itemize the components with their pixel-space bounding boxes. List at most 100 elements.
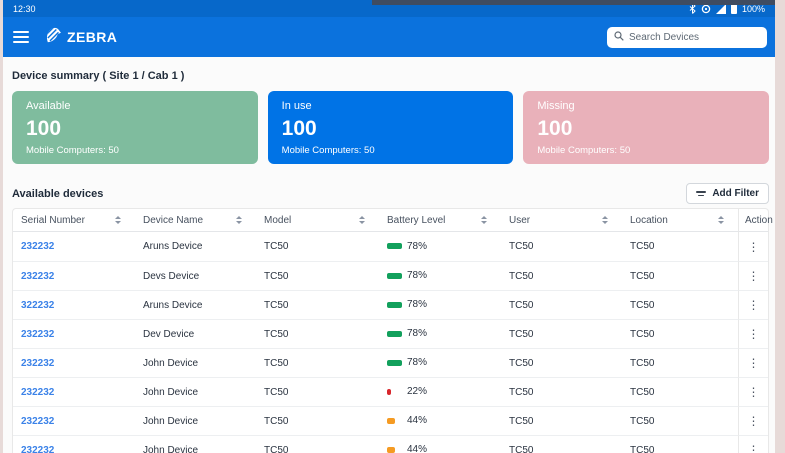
- model-cell: TC50: [256, 290, 379, 319]
- device-name-cell: Aruns Device: [135, 290, 256, 319]
- row-actions-kebab-icon[interactable]: ⋮: [742, 413, 766, 429]
- search-input[interactable]: [629, 31, 761, 43]
- location-cell: TC50: [622, 261, 738, 290]
- serial-number-link[interactable]: 322232: [21, 299, 55, 311]
- table-row: 232232 Devs Device TC50 78% TC50 TC50: [13, 261, 768, 290]
- column-header-device-name[interactable]: Device Name: [135, 209, 256, 232]
- user-cell: TC50: [501, 290, 622, 319]
- serial-number-link[interactable]: 232232: [21, 415, 55, 427]
- user-cell: TC50: [501, 319, 622, 348]
- table-row: 232232 John Device TC50 78% TC50 TC50: [13, 348, 768, 377]
- location-cell: TC50: [622, 435, 738, 453]
- zebra-logo: ZEBRA: [45, 26, 117, 48]
- sort-icon: [481, 216, 487, 224]
- add-filter-button[interactable]: Add Filter: [686, 183, 769, 204]
- serial-number-link[interactable]: 232232: [21, 357, 55, 369]
- location-cell: TC50: [622, 319, 738, 348]
- user-cell: TC50: [501, 261, 622, 290]
- serial-cell: 232232: [13, 348, 135, 377]
- table-row: 322232 Aruns Device TC50 78% TC50 TC50: [13, 290, 768, 319]
- available-card[interactable]: Available 100 Mobile Computers: 50: [12, 91, 258, 164]
- battery-percent: 78%: [407, 328, 428, 340]
- menu-button[interactable]: [13, 26, 35, 48]
- device-summary-title: Device summary ( Site 1 / Cab 1 ): [12, 70, 185, 82]
- battery-cell: 44%: [379, 406, 501, 435]
- sort-icon: [359, 216, 365, 224]
- user-cell: TC50: [509, 241, 534, 252]
- signal-icon: [715, 3, 726, 14]
- row-actions-kebab-icon[interactable]: ⋮: [742, 355, 766, 371]
- zebra-head-icon: [45, 26, 62, 48]
- serial-cell: 232232: [13, 377, 135, 406]
- search-box[interactable]: [607, 26, 767, 48]
- user-cell: TC50: [501, 377, 622, 406]
- column-header-user[interactable]: User: [501, 209, 622, 232]
- serial-cell: 232232: [13, 435, 135, 453]
- row-actions-kebab-icon[interactable]: ⋮: [742, 442, 766, 453]
- device-screen: 12:30 100%: [3, 0, 775, 453]
- table-row: 232232 Dev Device TC50 78% TC50 TC50: [13, 319, 768, 348]
- column-header-model[interactable]: Model: [256, 209, 379, 232]
- column-header-location[interactable]: Location: [622, 209, 738, 232]
- in-use-card[interactable]: In use 100 Mobile Computers: 50: [267, 91, 514, 164]
- filter-icon: [696, 191, 707, 196]
- serial-number-link[interactable]: 232232: [21, 328, 55, 340]
- card-subtext: Mobile Computers: 50: [537, 145, 631, 156]
- table-row: 232232 John Device TC50 44% TC50 TC50: [13, 406, 768, 435]
- row-actions-kebab-icon[interactable]: ⋮: [742, 297, 766, 313]
- status-bar: 12:30 100%: [3, 0, 775, 17]
- device-name-cell: Dev Device: [135, 319, 256, 348]
- clock: 12:30: [13, 3, 36, 14]
- column-header-serial-number[interactable]: Serial Number: [13, 209, 135, 232]
- battery-bar-icon: [387, 446, 395, 453]
- serial-number-link[interactable]: 232232: [21, 241, 55, 252]
- user-cell: TC50: [501, 435, 622, 453]
- app-bar: ZEBRA: [3, 17, 775, 57]
- battery-cell: 78%: [379, 319, 501, 348]
- battery-cell: 78%: [379, 232, 501, 261]
- row-actions-kebab-icon[interactable]: ⋮: [742, 326, 766, 342]
- row-actions-kebab-icon[interactable]: ⋮: [742, 268, 766, 284]
- missing-card[interactable]: Missing 100 Mobile Computers: 50: [523, 91, 770, 164]
- model-cell: TC50: [256, 261, 379, 290]
- battery-bar-icon: [387, 417, 395, 424]
- serial-cell: 322232: [13, 290, 135, 319]
- card-label: In use: [281, 100, 312, 112]
- column-header-battery-level[interactable]: Battery Level: [379, 209, 501, 232]
- table-row: 232232 Aruns Device TC50 78% TC50 TC50: [13, 232, 768, 261]
- column-header-action: Action: [738, 209, 773, 232]
- location-cell: TC50: [622, 406, 738, 435]
- serial-number-link[interactable]: 232232: [21, 444, 55, 453]
- sort-icon: [115, 216, 121, 224]
- model-cell: TC50: [264, 241, 289, 252]
- battery-bar-icon: [387, 243, 402, 250]
- device-name-cell: John Device: [135, 377, 256, 406]
- device-name-cell: John Device: [135, 435, 256, 453]
- serial-number-link[interactable]: 232232: [21, 270, 55, 282]
- model-cell: TC50: [256, 377, 379, 406]
- model-cell: TC50: [256, 348, 379, 377]
- model-cell: TC50: [256, 319, 379, 348]
- location-cell: TC50: [622, 377, 738, 406]
- serial-cell: 232232: [13, 319, 135, 348]
- row-actions-kebab-icon[interactable]: ⋮: [742, 384, 766, 400]
- device-name-cell: Devs Device: [135, 261, 256, 290]
- battery-bar-icon: [387, 359, 402, 366]
- location-cell: TC50: [622, 348, 738, 377]
- serial-number-link[interactable]: 232232: [21, 386, 55, 398]
- battery-percent: 44%: [407, 444, 428, 453]
- battery-cell: 78%: [379, 261, 501, 290]
- serial-cell: 232232: [13, 261, 135, 290]
- battery-cell: 78%: [379, 348, 501, 377]
- sort-icon: [718, 216, 724, 224]
- model-cell: TC50: [256, 406, 379, 435]
- battery-percent: 78%: [407, 270, 428, 282]
- action-cell: ⋮: [738, 377, 768, 406]
- card-subtext: Mobile Computers: 50: [26, 145, 119, 156]
- battery-percent: 22%: [407, 386, 428, 398]
- table-row: 232232 John Device TC50 44% TC50 TC50: [13, 435, 768, 453]
- battery-bar-icon: [387, 330, 402, 337]
- user-cell: TC50: [501, 406, 622, 435]
- card-value: 100: [537, 117, 573, 140]
- row-actions-kebab-icon[interactable]: ⋮: [742, 239, 766, 255]
